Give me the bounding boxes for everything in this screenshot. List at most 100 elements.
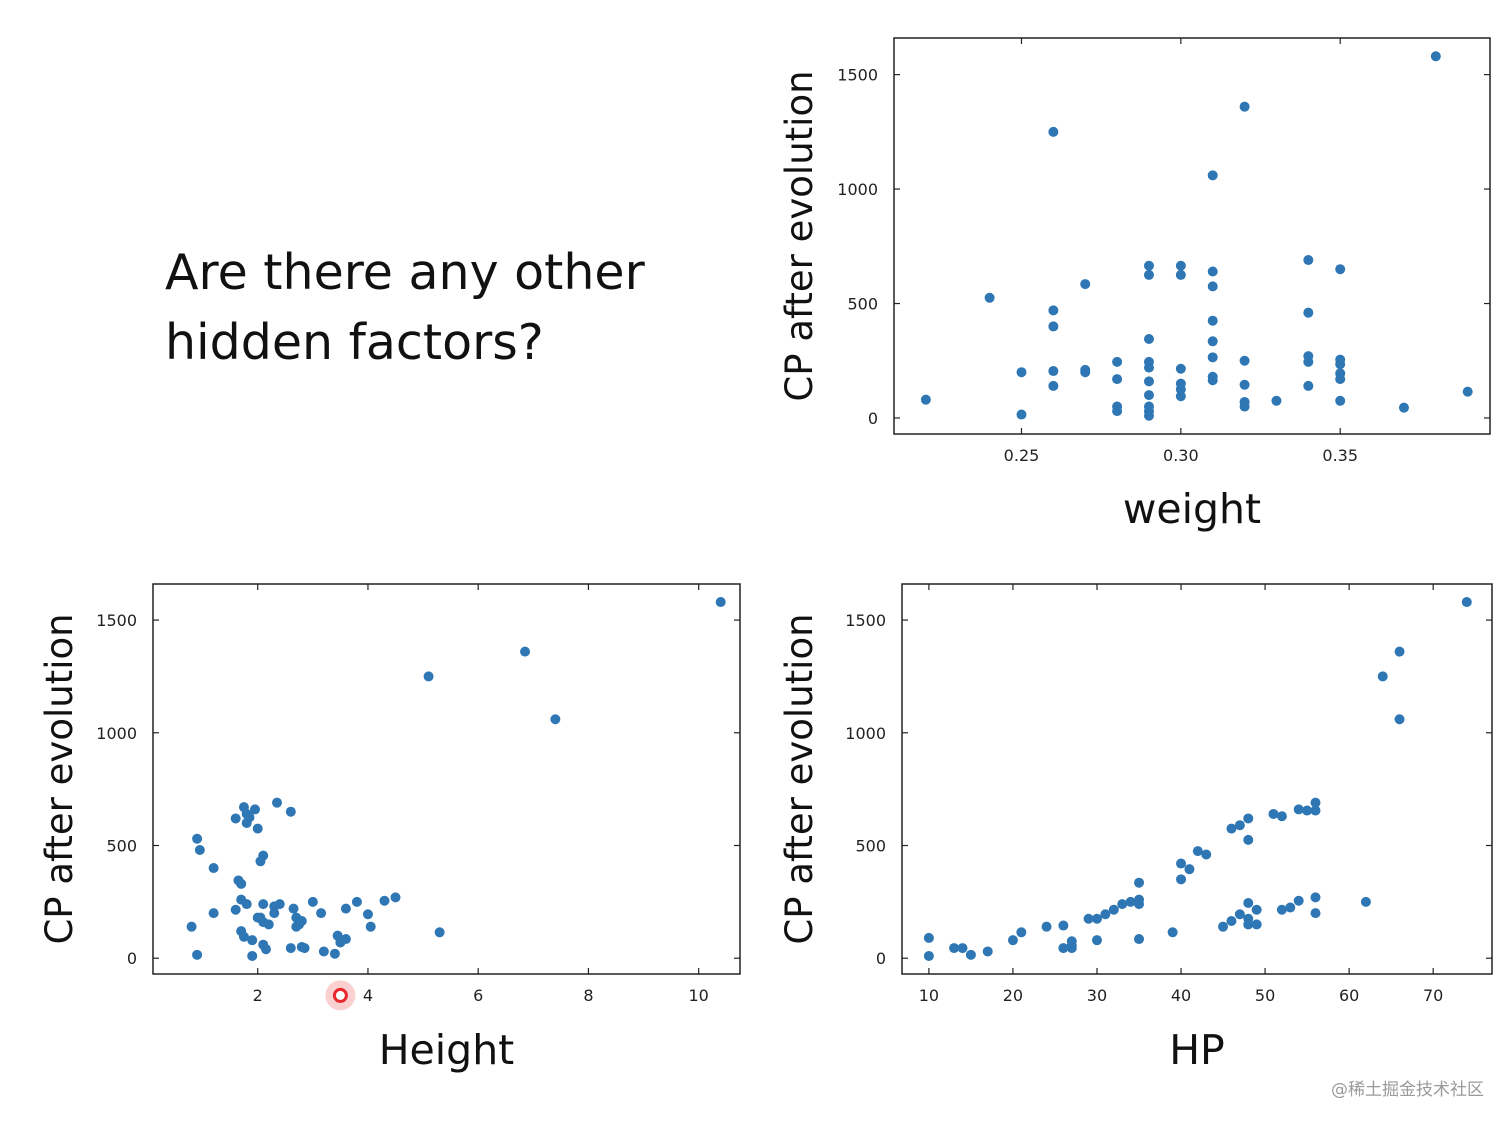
scatter-point	[984, 292, 995, 303]
scatter-point	[1117, 899, 1128, 910]
scatter-point	[1091, 935, 1102, 946]
x-tick-label: 20	[1003, 986, 1023, 1005]
x-tick-label: 10	[919, 986, 939, 1005]
scatter-point	[1016, 927, 1027, 938]
scatter-point	[1066, 943, 1077, 954]
scatter-point	[434, 927, 445, 938]
scatter-point	[258, 899, 269, 910]
x-axis-label: Height	[379, 1026, 515, 1074]
scatter-point	[1058, 920, 1069, 931]
scatter-point	[1310, 892, 1321, 903]
y-tick-label: 500	[106, 837, 137, 856]
scatter-point	[1303, 380, 1314, 391]
plot-frame	[152, 583, 741, 975]
scatter-point	[1207, 336, 1218, 347]
scatter-point	[1243, 834, 1254, 845]
scatter-point	[236, 878, 247, 889]
plot-frame	[901, 583, 1493, 975]
scatter-point	[1394, 646, 1405, 657]
scatter-point	[285, 806, 296, 817]
scatter-point	[1394, 714, 1405, 725]
x-tick-label: 10	[688, 986, 708, 1005]
scatter-point	[957, 943, 968, 954]
scatter-point	[1175, 363, 1186, 374]
y-tick-label: 1000	[96, 724, 137, 743]
scatter-point	[1430, 51, 1441, 62]
chart-weight: 0.25 0.30 0.35 0 500 1000 1500 weight CP after e…	[778, 37, 1491, 533]
scatter-point	[263, 919, 274, 930]
watermark: @稀土掘金技术社区	[1331, 1080, 1484, 1100]
scatter-point	[1360, 896, 1371, 907]
scatter-point	[1239, 101, 1250, 112]
scatter-point	[1303, 356, 1314, 367]
scatter-point	[1100, 909, 1111, 920]
scatter-point	[238, 931, 249, 942]
scatter-point	[520, 646, 531, 657]
y-axis-label: CP after evolution	[778, 613, 821, 944]
scatter-point	[1335, 264, 1346, 275]
scatter-point	[1143, 390, 1154, 401]
scatter-point	[340, 934, 351, 945]
scatter-point	[1303, 255, 1314, 266]
scatter-point	[269, 908, 280, 919]
scatter-point	[949, 943, 960, 954]
scatter-point	[192, 833, 203, 844]
x-tick-label: 2	[253, 986, 263, 1005]
scatter-point	[1462, 386, 1473, 397]
y-tick-label: 1000	[845, 724, 886, 743]
scatter-point	[1234, 909, 1245, 920]
scatter-point	[1108, 904, 1119, 915]
scatter-point	[1310, 797, 1321, 808]
scatter-point	[1041, 921, 1052, 932]
scatter-point	[920, 394, 931, 405]
scatter-point	[1175, 269, 1186, 280]
scatter-point	[1461, 597, 1472, 608]
scatter-point	[362, 909, 373, 920]
scatter-point	[1048, 366, 1059, 377]
scatter-point	[1207, 352, 1218, 363]
y-tick-label: 500	[847, 295, 878, 314]
scatter-point	[1112, 406, 1123, 417]
scatter-point	[252, 823, 263, 834]
y-tick-label: 0	[868, 409, 878, 428]
scatter-point	[1302, 805, 1313, 816]
x-tick-label: 70	[1423, 986, 1443, 1005]
heading-line-2: hidden factors?	[165, 314, 544, 371]
y-tick-label: 0	[876, 949, 886, 968]
scatter-point	[1310, 908, 1321, 919]
scatter-point	[1112, 356, 1123, 367]
scatter-point	[1207, 281, 1218, 292]
scatter-point	[1143, 362, 1154, 373]
scatter-point	[1143, 334, 1154, 345]
y-tick-label: 500	[855, 837, 886, 856]
scatter-point	[1207, 266, 1218, 277]
scatter-point	[1271, 395, 1282, 406]
scatter-point	[1207, 375, 1218, 386]
scatter-point	[272, 797, 283, 808]
scatter-point	[1143, 410, 1154, 421]
scatter-point	[1335, 359, 1346, 370]
y-axis-label: CP after evolution	[38, 613, 81, 944]
scatter-point	[982, 946, 993, 957]
scatter-point	[1377, 671, 1388, 682]
scatter-point	[1048, 305, 1059, 316]
scatter-point	[307, 896, 318, 907]
scatter-point	[318, 946, 329, 957]
x-tick-label: 6	[473, 986, 483, 1005]
scatter-point	[1048, 321, 1059, 332]
x-tick-label: 60	[1339, 986, 1359, 1005]
x-tick-label: 40	[1171, 986, 1191, 1005]
scatter-point	[351, 896, 362, 907]
scatter-point	[1007, 935, 1018, 946]
scatter-point	[192, 949, 203, 960]
scatter-point	[247, 935, 258, 946]
scatter-point	[1207, 315, 1218, 326]
scatter-point	[1167, 927, 1178, 938]
x-tick-label: 30	[1087, 986, 1107, 1005]
x-tick-label: 8	[583, 986, 593, 1005]
scatter-point	[1243, 813, 1254, 824]
scatter-point	[1125, 896, 1136, 907]
heading-line-1: Are there any other	[165, 244, 645, 301]
